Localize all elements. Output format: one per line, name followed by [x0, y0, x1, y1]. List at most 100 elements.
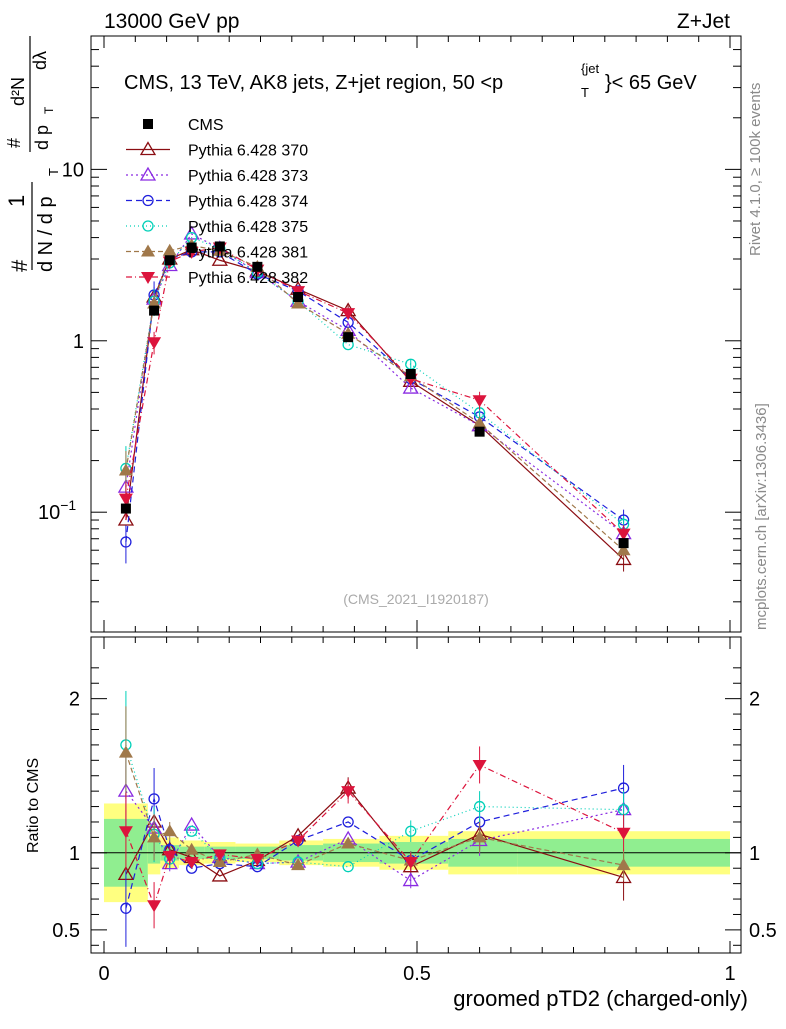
ylabel-den2: d p — [32, 125, 52, 150]
y-tick-label-top: 10−1 — [38, 497, 76, 524]
series-marker-ratio — [472, 759, 487, 772]
legend-label: Pythia 6.428 373 — [188, 168, 308, 185]
legend-entry: CMS — [143, 117, 224, 134]
y-tick-label-bottom-right: 1 — [749, 843, 760, 865]
series-marker-top — [472, 416, 487, 429]
ylabel-den-sub: T — [46, 168, 61, 176]
y-tick-label-bottom: 1 — [69, 843, 80, 865]
data-point-cms — [405, 369, 416, 380]
y-tick-label-bottom: 2 — [69, 689, 80, 711]
legend-entry: Pythia 6.428 374 — [126, 194, 308, 211]
legend-marker — [139, 166, 157, 181]
bottom-frame — [90, 636, 742, 954]
y-tick-label-top: 10 — [62, 159, 84, 181]
series-marker-top — [211, 251, 228, 266]
series-marker-ratio — [291, 858, 306, 871]
series-marker-ratio — [162, 850, 177, 863]
data-point-cms — [618, 538, 629, 549]
x-tick-label: 0.5 — [403, 963, 431, 985]
mcplots-label: mcplots.cern.ch [arXiv:1306.3436] — [753, 403, 770, 630]
series-marker-top — [147, 296, 162, 309]
data-point-cms — [293, 292, 304, 303]
series-marker-top — [118, 463, 133, 476]
data-point-cms — [164, 255, 175, 266]
y-tick-label-bottom-right: 0.5 — [749, 920, 777, 942]
legend-label: Pythia 6.428 370 — [188, 143, 308, 160]
y-tick-label-bottom-right: 2 — [749, 689, 760, 711]
legend-entry: Pythia 6.428 375 — [126, 219, 308, 236]
series-marker-ratio — [184, 842, 199, 855]
title-main: CMS, 13 TeV, AK8 jets, Z+jet region, 50 … — [124, 72, 503, 94]
series-marker-top — [120, 536, 132, 548]
series-marker-top — [118, 493, 133, 506]
series-marker-ratio — [183, 816, 200, 831]
legend-entry: Pythia 6.428 381 — [126, 244, 308, 262]
analysis-watermark: (CMS_2021_I1920187) — [343, 591, 489, 607]
y-tick-label-top: 1 — [73, 331, 84, 353]
rivet-label: Rivet 4.1.0, ≥ 100k events — [747, 83, 764, 256]
series-marker-ratio — [118, 745, 133, 758]
data-point-cms — [474, 426, 485, 437]
series-line-top — [125, 236, 624, 525]
header-process: Z+Jet — [677, 10, 730, 33]
title-tail: }< 65 GeV — [605, 72, 697, 94]
series-marker-top — [615, 551, 632, 566]
series-marker-ratio — [616, 858, 631, 871]
series-marker-ratio — [291, 835, 306, 848]
ylabel-hash1: # — [7, 259, 32, 272]
ylabel-den: d N / d p — [35, 196, 57, 272]
series-marker-top — [402, 379, 419, 394]
y-tick-label-bottom: 0.5 — [52, 920, 80, 942]
data-point-cms — [149, 305, 160, 316]
series-marker-top — [117, 511, 135, 526]
series-marker-ratio — [341, 836, 356, 849]
x-tick-label: 0 — [98, 963, 109, 985]
legend-marker — [141, 244, 155, 257]
series-marker-ratio — [185, 825, 198, 837]
series-marker-ratio — [120, 902, 132, 914]
series-marker-ratio — [147, 830, 162, 843]
ylabel-num: 1 — [4, 195, 29, 207]
legend-marker — [142, 220, 154, 232]
series-line-top — [125, 246, 624, 535]
series-marker-ratio — [403, 857, 418, 870]
top-frame — [90, 35, 742, 633]
series-marker-ratio — [118, 826, 133, 839]
legend-entry: Pythia 6.428 370 — [126, 141, 308, 160]
legend-marker — [142, 194, 154, 207]
series-marker-ratio — [212, 849, 227, 862]
series-marker-ratio — [148, 793, 160, 805]
x-tick-label: 1 — [724, 963, 735, 985]
series-marker-top — [291, 296, 306, 309]
data-point-cms — [343, 332, 354, 343]
series-marker-ratio — [342, 816, 354, 828]
series-marker-ratio — [472, 830, 487, 843]
legend-label: Pythia 6.428 382 — [188, 270, 308, 287]
ylabel-den2-tail: dλ — [30, 51, 50, 70]
series-marker-ratio — [147, 900, 162, 913]
series-marker-top — [147, 337, 162, 350]
legend-entry: Pythia 6.428 382 — [126, 270, 308, 287]
legend-marker — [143, 119, 153, 129]
series-line-top — [125, 249, 624, 560]
y-axis-label-bottom: Ratio to CMS — [25, 758, 42, 853]
series-line-top — [125, 244, 624, 551]
series-marker-top — [472, 395, 487, 408]
series-marker-ratio — [162, 824, 177, 837]
chart-title: CMS, 13 TeV, AK8 jets, Z+jet region, 50 … — [124, 61, 697, 100]
series-marker-top — [616, 543, 631, 556]
legend-label: Pythia 6.428 375 — [188, 219, 308, 236]
series-marker-ratio — [402, 858, 419, 873]
legend-label: Pythia 6.428 381 — [188, 245, 308, 262]
ylabel-hash2: # — [4, 138, 24, 148]
title-sup: {jet — [581, 61, 599, 76]
ylabel-num2: d²N — [8, 77, 28, 106]
legend-label: Pythia 6.428 374 — [188, 194, 308, 211]
series-marker-ratio — [184, 857, 199, 870]
ylabel-den2-sub: T — [42, 106, 56, 114]
series-marker-ratio — [342, 861, 354, 873]
x-axis-label: groomed pTD2 (charged-only) — [453, 986, 748, 1011]
series-marker-top — [616, 528, 631, 541]
series-marker-ratio — [615, 869, 632, 884]
series-marker-ratio — [250, 853, 265, 866]
